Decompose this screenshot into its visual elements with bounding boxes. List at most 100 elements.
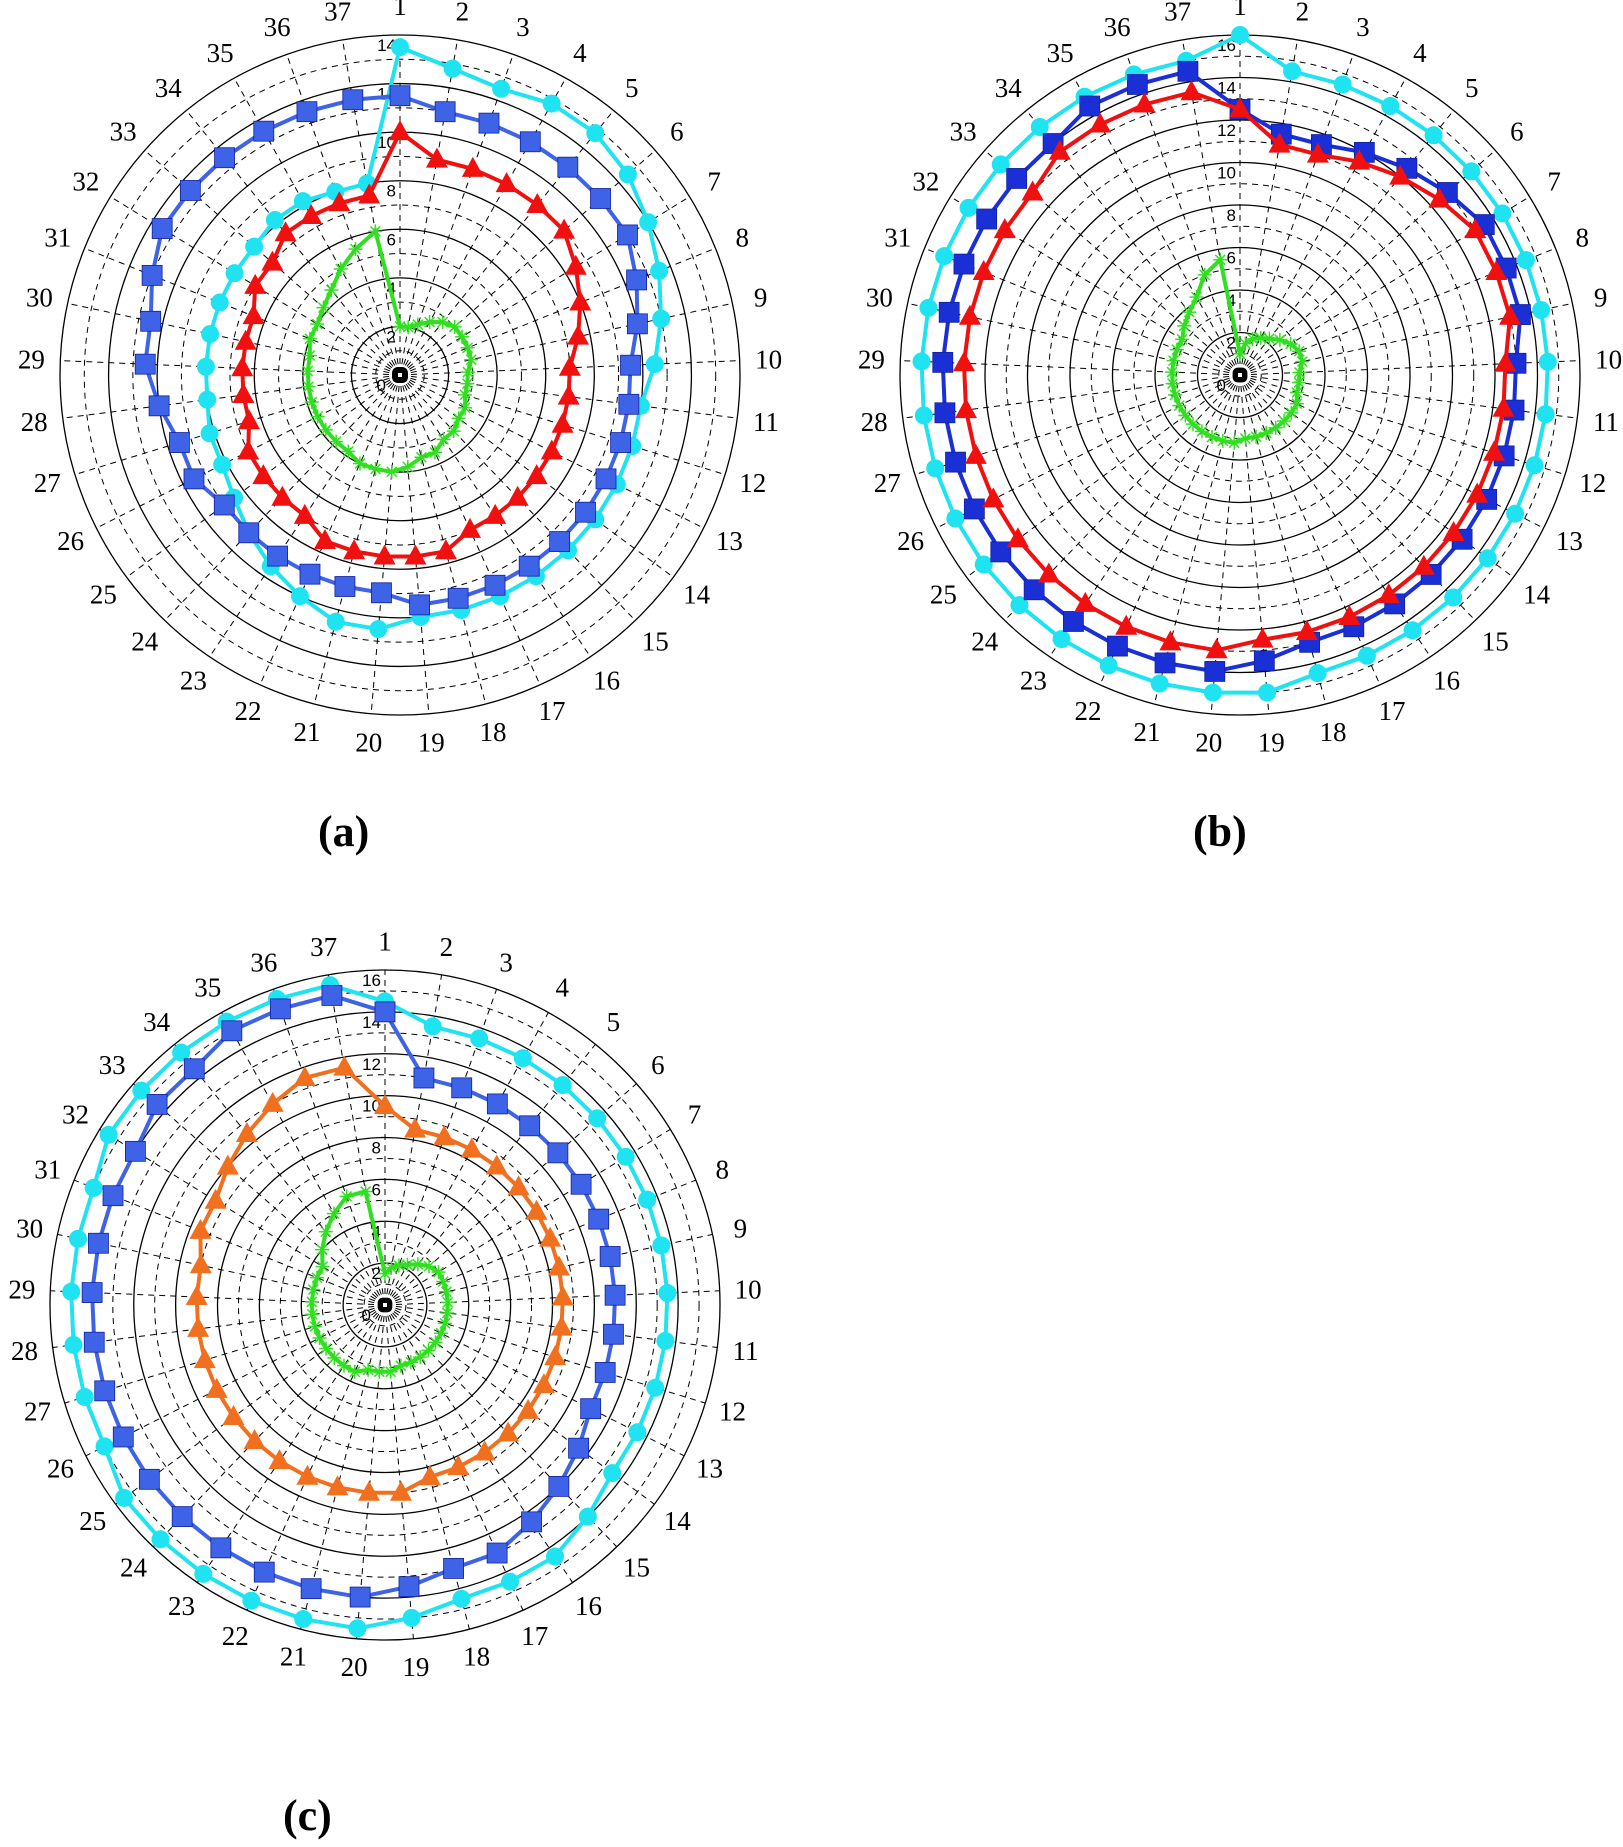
data-point <box>1030 118 1049 137</box>
spoke-label: 27 <box>34 468 61 498</box>
spoke-label: 25 <box>79 1506 106 1536</box>
data-point <box>422 1259 437 1274</box>
radial-tick-label: 8 <box>372 1139 381 1158</box>
data-point-stroke <box>354 458 366 469</box>
data-point-stroke <box>335 263 347 275</box>
data-point <box>214 147 235 169</box>
spoke-label: 2 <box>440 932 454 962</box>
grid-spoke <box>1049 374 1241 657</box>
data-point <box>198 390 217 409</box>
data-point <box>95 1437 114 1456</box>
spoke-label: 19 <box>402 1652 429 1682</box>
grid-spoke <box>1239 374 1327 705</box>
data-point <box>455 329 470 344</box>
data-point <box>132 1081 151 1100</box>
data-point <box>1182 305 1197 320</box>
data-point <box>328 191 351 212</box>
data-point <box>94 1380 116 1402</box>
spoke-label: 6 <box>1510 116 1524 146</box>
data-point <box>1536 405 1555 424</box>
spoke-label: 29 <box>8 1275 35 1305</box>
data-point <box>513 1049 532 1068</box>
data-point <box>1167 387 1182 402</box>
data-point <box>398 1576 420 1598</box>
data-point <box>964 443 987 464</box>
center-marker-inner <box>398 373 402 377</box>
data-point-stroke <box>415 451 427 463</box>
data-point <box>196 357 215 376</box>
grid-spoke <box>1026 110 1241 376</box>
data-point <box>349 1586 371 1608</box>
data-point-stroke <box>1179 409 1191 421</box>
spoke-label: 24 <box>131 626 159 656</box>
spoke-label: 24 <box>971 626 999 656</box>
data-point <box>433 1125 456 1146</box>
data-point <box>919 298 938 317</box>
radial-tick-label: 14 <box>377 36 396 55</box>
data-point-stroke <box>350 243 361 255</box>
data-point <box>914 406 933 425</box>
data-point-stroke <box>1199 269 1211 281</box>
grid-ring <box>1154 289 1326 461</box>
data-point <box>310 409 325 424</box>
data-point <box>99 1125 118 1144</box>
data-point <box>652 309 671 328</box>
spoke-label: 22 <box>222 1621 249 1651</box>
data-point <box>526 192 549 213</box>
grid-spoke <box>399 302 733 376</box>
data-point <box>315 1259 330 1274</box>
data-point <box>361 1362 376 1377</box>
data-point-stroke <box>325 284 337 296</box>
data-point <box>1306 142 1329 163</box>
data-point <box>627 313 648 335</box>
data-point <box>138 1468 160 1490</box>
data-point <box>447 319 462 334</box>
spoke-label: 7 <box>688 1099 702 1129</box>
data-point <box>1493 204 1512 223</box>
data-point <box>299 563 321 585</box>
data-point <box>972 259 995 280</box>
data-point <box>1231 26 1249 44</box>
data-point-stroke <box>441 1307 453 1319</box>
data-point <box>243 1429 266 1450</box>
data-point-stroke <box>302 381 314 393</box>
data-point <box>1381 97 1400 116</box>
spoke-label: 3 <box>516 12 530 42</box>
data-point <box>575 501 596 523</box>
data-point-stroke <box>1285 338 1297 350</box>
data-point <box>1165 365 1180 380</box>
data-point-stroke <box>302 365 314 377</box>
data-point <box>401 320 416 335</box>
spoke-label: 12 <box>719 1396 746 1426</box>
data-point <box>946 509 965 528</box>
data-point-stroke <box>1274 334 1286 346</box>
data-point <box>1166 353 1181 368</box>
data-point-stroke <box>309 1320 321 1332</box>
spoke-label: 29 <box>858 344 885 374</box>
data-point <box>507 1175 530 1196</box>
spoke-label: 34 <box>995 73 1023 103</box>
spoke-label: 35 <box>1047 38 1074 68</box>
data-point <box>343 539 366 560</box>
data-point-stroke <box>461 378 473 390</box>
data-point <box>329 434 344 449</box>
radial-tick-label: 2 <box>1227 334 1236 353</box>
data-point <box>402 1608 421 1627</box>
spoke-label: 25 <box>90 579 117 609</box>
data-point <box>1338 605 1361 626</box>
grid-spoke <box>221 1012 386 1306</box>
data-point <box>151 218 173 239</box>
spoke-label: 32 <box>72 167 99 197</box>
spoke-label: 16 <box>575 1591 602 1621</box>
data-point <box>400 459 415 474</box>
data-point <box>62 1282 81 1301</box>
data-point <box>312 1330 327 1345</box>
grid-spoke <box>52 1304 386 1349</box>
grid-spoke <box>399 374 487 705</box>
spoke-label: 7 <box>707 167 721 197</box>
data-point-stroke <box>349 1366 361 1378</box>
data-point <box>1295 354 1310 369</box>
data-point-stroke <box>412 319 424 331</box>
data-point <box>1464 218 1487 239</box>
data-point <box>1277 414 1292 429</box>
